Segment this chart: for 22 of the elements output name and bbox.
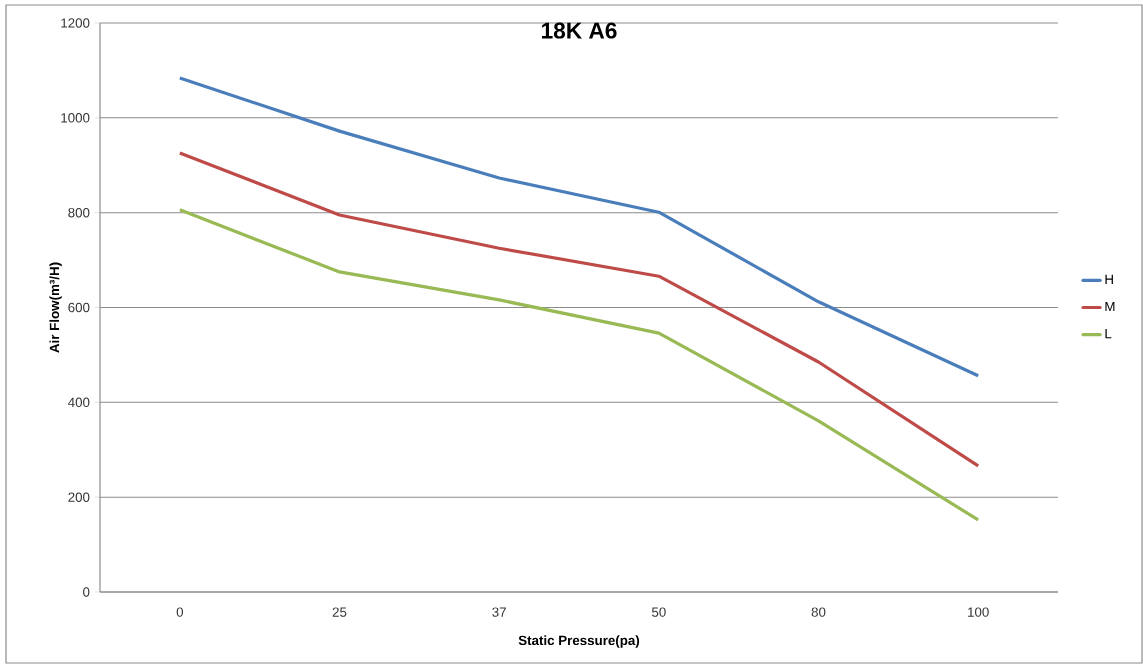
x-tick-label: 0 bbox=[176, 607, 184, 617]
legend-label: M bbox=[1105, 301, 1115, 312]
x-tick-label: 37 bbox=[492, 607, 506, 617]
y-tick-label: 800 bbox=[68, 207, 90, 218]
line-series bbox=[178, 208, 980, 522]
x-tick-label: 25 bbox=[332, 607, 347, 617]
x-tick-label: 100 bbox=[968, 607, 989, 617]
y-tick-label: 1200 bbox=[61, 18, 90, 28]
x-tick-label: 50 bbox=[651, 607, 666, 617]
chart-title: 18K A6 bbox=[542, 22, 617, 39]
y-tick-label: 0 bbox=[83, 587, 90, 597]
legend-label: L bbox=[1105, 329, 1112, 339]
y-tick-label: 1000 bbox=[61, 113, 90, 123]
y-tick-label: 200 bbox=[68, 492, 90, 502]
line-series bbox=[178, 151, 980, 468]
y-tick-label: 400 bbox=[68, 397, 90, 408]
legend-label: H bbox=[1105, 274, 1113, 284]
x-tick-label: 80 bbox=[811, 607, 826, 617]
y-axis-title: Air Flow(m³/H) bbox=[49, 262, 62, 353]
line-series bbox=[178, 76, 980, 378]
y-tick-label: 600 bbox=[68, 302, 90, 313]
x-axis-title: Static Pressure(pa) bbox=[518, 635, 640, 648]
